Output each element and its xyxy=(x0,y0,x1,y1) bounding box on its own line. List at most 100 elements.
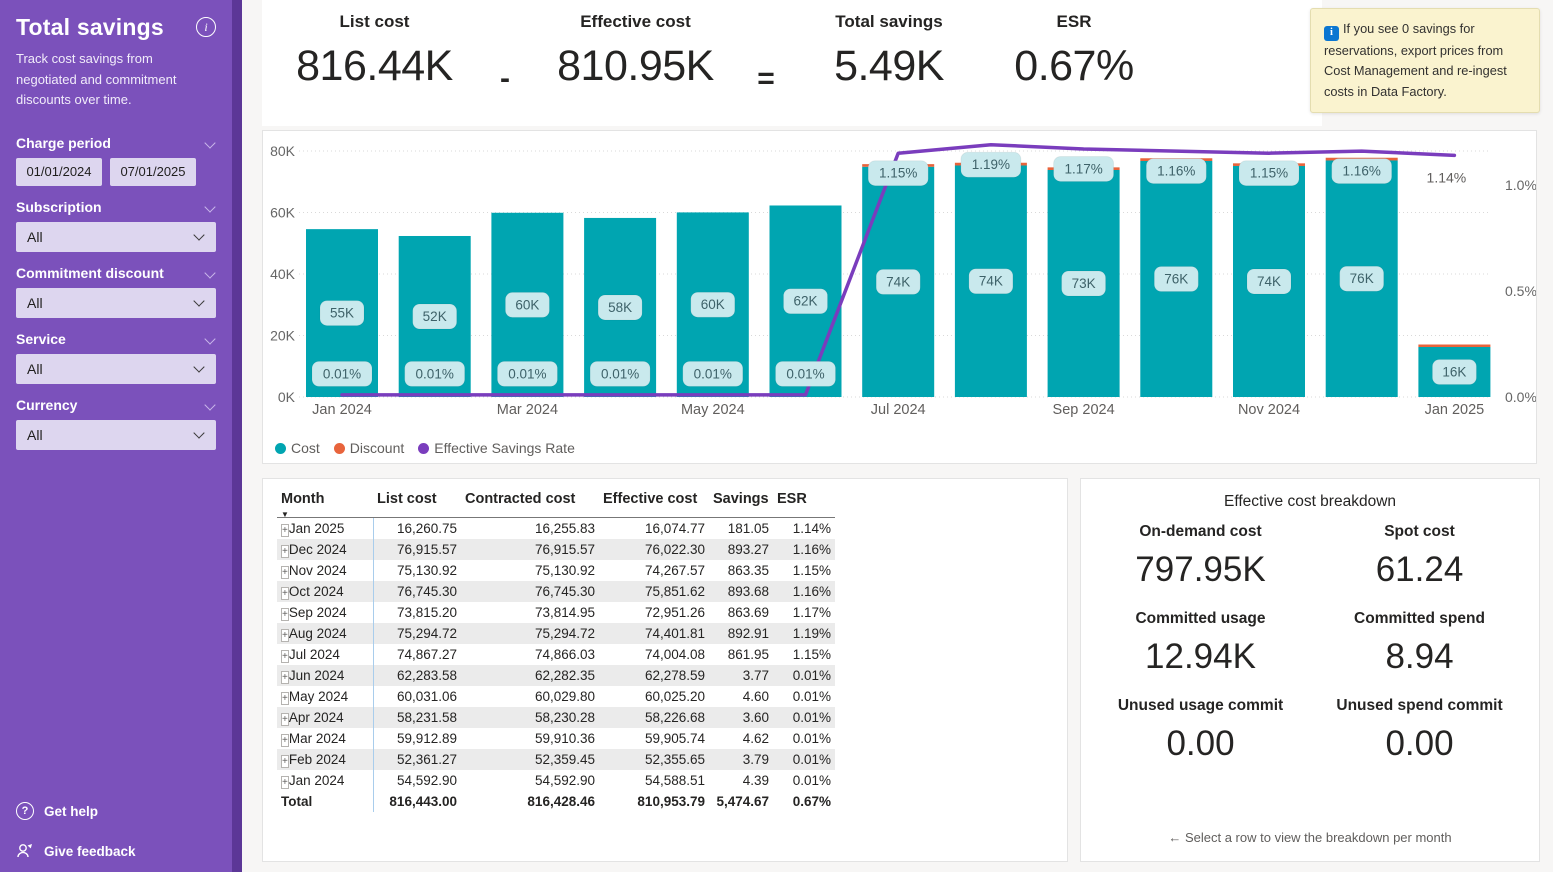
column-header-esr[interactable]: ESR xyxy=(773,485,835,518)
expand-row-icon[interactable]: + xyxy=(281,629,289,642)
expand-row-icon[interactable]: + xyxy=(281,566,289,579)
value-cell: 892.91 xyxy=(709,623,773,644)
filter-service: Service All xyxy=(16,331,216,384)
table-row[interactable]: +Jul 2024 74,867.27 74,866.03 74,004.08 861.… xyxy=(277,644,835,665)
expand-row-icon[interactable]: + xyxy=(281,608,289,621)
service-dropdown[interactable]: All xyxy=(16,353,216,384)
value-cell: 0.01% xyxy=(792,731,831,746)
value-cell: 76,022.30 xyxy=(599,539,709,560)
cost-savings-combo-chart[interactable]: 0K 20K 40K 60K 80K 0.0% 0.5% 1.0% 55K 52K 60K 58K 60… xyxy=(263,131,1537,431)
value-cell: 863.69 xyxy=(727,605,769,620)
value-cell: 52,355.65 xyxy=(599,749,709,770)
value-cell: 76,915.57 xyxy=(461,539,599,560)
feedback-icon xyxy=(16,842,34,860)
expand-row-icon[interactable]: + xyxy=(281,650,289,663)
expand-row-icon[interactable]: + xyxy=(281,524,289,537)
table-row[interactable]: +Jun 2024 62,283.58 62,282.35 62,278.59 3.77… xyxy=(277,665,835,686)
sidebar-scrollbar[interactable] xyxy=(232,0,242,872)
commitment-discount-value: All xyxy=(27,294,43,311)
commitment-discount-dropdown[interactable]: All xyxy=(16,287,216,318)
table-row[interactable]: +Sep 2024 73,815.20 73,814.95 72,951.26 863.… xyxy=(277,602,835,623)
column-header-contracted-cost[interactable]: Contracted cost xyxy=(461,485,599,518)
column-header-month[interactable]: Month ▼ xyxy=(277,485,373,519)
breakdown-footer-hint: ← Select a row to view the breakdown per… xyxy=(1168,830,1452,845)
value-cell: 4.62 xyxy=(742,731,769,746)
value-cell: 16,074.77 xyxy=(644,521,705,536)
x-axis-tick: May 2024 xyxy=(681,402,745,418)
svg-text:76K: 76K xyxy=(1164,271,1188,286)
monthly-costs-table: Month ▼ List cost Contracted cost Effective … xyxy=(277,485,835,812)
table-total-row[interactable]: Total 816,443.00 816,428.46 810,953.79 5,474… xyxy=(277,791,835,812)
chevron-down-icon[interactable] xyxy=(204,266,216,279)
expand-row-icon[interactable]: + xyxy=(281,713,289,726)
column-header-list-cost[interactable]: List cost xyxy=(373,485,461,518)
bar-value-label: 76K xyxy=(1153,265,1199,292)
table-row[interactable]: +Oct 2024 76,745.30 76,745.30 75,851.62 893.… xyxy=(277,581,835,602)
breakdown-label: Unused usage commit xyxy=(1117,697,1284,714)
discount-bar-segment[interactable] xyxy=(1418,344,1491,348)
expand-row-icon[interactable]: + xyxy=(281,587,289,600)
table-row[interactable]: +Feb 2024 52,361.27 52,359.45 52,355.65 3.79… xyxy=(277,749,835,770)
svg-text:1.15%: 1.15% xyxy=(879,166,917,181)
subscription-dropdown[interactable]: All xyxy=(16,221,216,252)
chevron-down-icon[interactable] xyxy=(204,398,216,411)
expand-row-icon[interactable]: + xyxy=(281,545,289,558)
svg-text:74K: 74K xyxy=(1257,274,1281,289)
legend-item-effective-savings-rate[interactable]: Effective Savings Rate xyxy=(418,440,575,456)
get-help-link[interactable]: ? Get help xyxy=(16,802,136,820)
month-cell-label: Jul 2024 xyxy=(288,647,340,662)
breakdown-value: 61.24 xyxy=(1375,550,1464,589)
effective-savings-rate-line[interactable] xyxy=(340,142,1457,397)
column-header-effective-cost[interactable]: Effective cost xyxy=(599,485,709,518)
end-date-input[interactable]: 07/01/2025 xyxy=(110,157,196,186)
expand-row-icon[interactable]: + xyxy=(281,692,289,705)
chevron-down-icon[interactable] xyxy=(204,200,216,213)
right-axis-tick: 1.0% xyxy=(1505,177,1536,193)
svg-text:1.19%: 1.19% xyxy=(972,157,1010,172)
x-axis-tick: Nov 2024 xyxy=(1238,402,1300,418)
svg-text:62K: 62K xyxy=(793,294,817,309)
chevron-down-icon xyxy=(193,361,205,373)
give-feedback-label: Give feedback xyxy=(44,843,136,859)
expand-row-icon[interactable]: + xyxy=(281,755,289,768)
table-row[interactable]: +Dec 2024 76,915.57 76,915.57 76,022.30 893.… xyxy=(277,539,835,560)
table-row[interactable]: +Jan 2025 16,260.75 16,255.83 16,074.77 181.… xyxy=(277,517,835,539)
table-row[interactable]: +Mar 2024 59,912.89 59,910.36 59,905.74 4.62… xyxy=(277,728,835,749)
legend-item-cost[interactable]: Cost xyxy=(275,440,320,456)
filter-currency: Currency All xyxy=(16,397,216,450)
savings-chart-card: 0K 20K 40K 60K 80K 0.0% 0.5% 1.0% 55K 52K 60K 58K 60… xyxy=(262,130,1537,464)
column-header-savings[interactable]: Savings xyxy=(709,485,773,518)
help-icon: ? xyxy=(16,802,34,820)
value-cell: 1.16% xyxy=(773,539,835,560)
table-row[interactable]: +Aug 2024 75,294.72 75,294.72 74,401.81 892.… xyxy=(277,623,835,644)
month-cell-label: Jan 2024 xyxy=(288,773,345,788)
kpi-total-savings: Total savings 5.49K xyxy=(784,0,994,91)
legend-item-discount[interactable]: Discount xyxy=(333,440,404,456)
value-cell: 0.01% xyxy=(773,749,835,770)
table-row[interactable]: +Apr 2024 58,231.58 58,230.28 58,226.68 3.60… xyxy=(277,707,835,728)
bar-value-label: 62K xyxy=(783,288,828,315)
give-feedback-link[interactable]: Give feedback xyxy=(16,842,136,860)
value-cell: 1.17% xyxy=(792,605,831,620)
table-row[interactable]: +Jan 2024 54,592.90 54,592.90 54,588.51 4.39… xyxy=(277,770,835,791)
breakdown-item: Spot cost 61.24 xyxy=(1310,523,1529,590)
chevron-down-icon[interactable] xyxy=(204,332,216,345)
svg-text:58K: 58K xyxy=(608,300,632,315)
table-row[interactable]: +May 2024 60,031.06 60,029.80 60,025.20 4.60… xyxy=(277,686,835,707)
chevron-down-icon[interactable] xyxy=(204,136,216,149)
start-date-input[interactable]: 01/01/2024 xyxy=(16,157,102,186)
breakdown-value: 12.94K xyxy=(1145,637,1256,676)
month-cell-label: Aug 2024 xyxy=(288,626,347,641)
info-icon[interactable]: i xyxy=(196,17,216,37)
bar-value-label: 73K xyxy=(1061,270,1107,297)
kpi-value: 5.49K xyxy=(834,42,944,90)
expand-row-icon[interactable]: + xyxy=(281,776,289,789)
value-cell: 74,267.57 xyxy=(644,563,705,578)
expand-row-icon[interactable]: + xyxy=(281,734,289,747)
page-title: Total savings xyxy=(16,14,164,40)
currency-dropdown[interactable]: All xyxy=(16,419,216,450)
table-row[interactable]: +Nov 2024 75,130.92 75,130.92 74,267.57 863.… xyxy=(277,560,835,581)
expand-row-icon[interactable]: + xyxy=(281,671,289,684)
breakdown-item: On-demand cost 797.95K xyxy=(1091,523,1310,590)
x-axis-tick: Mar 2024 xyxy=(497,402,558,418)
